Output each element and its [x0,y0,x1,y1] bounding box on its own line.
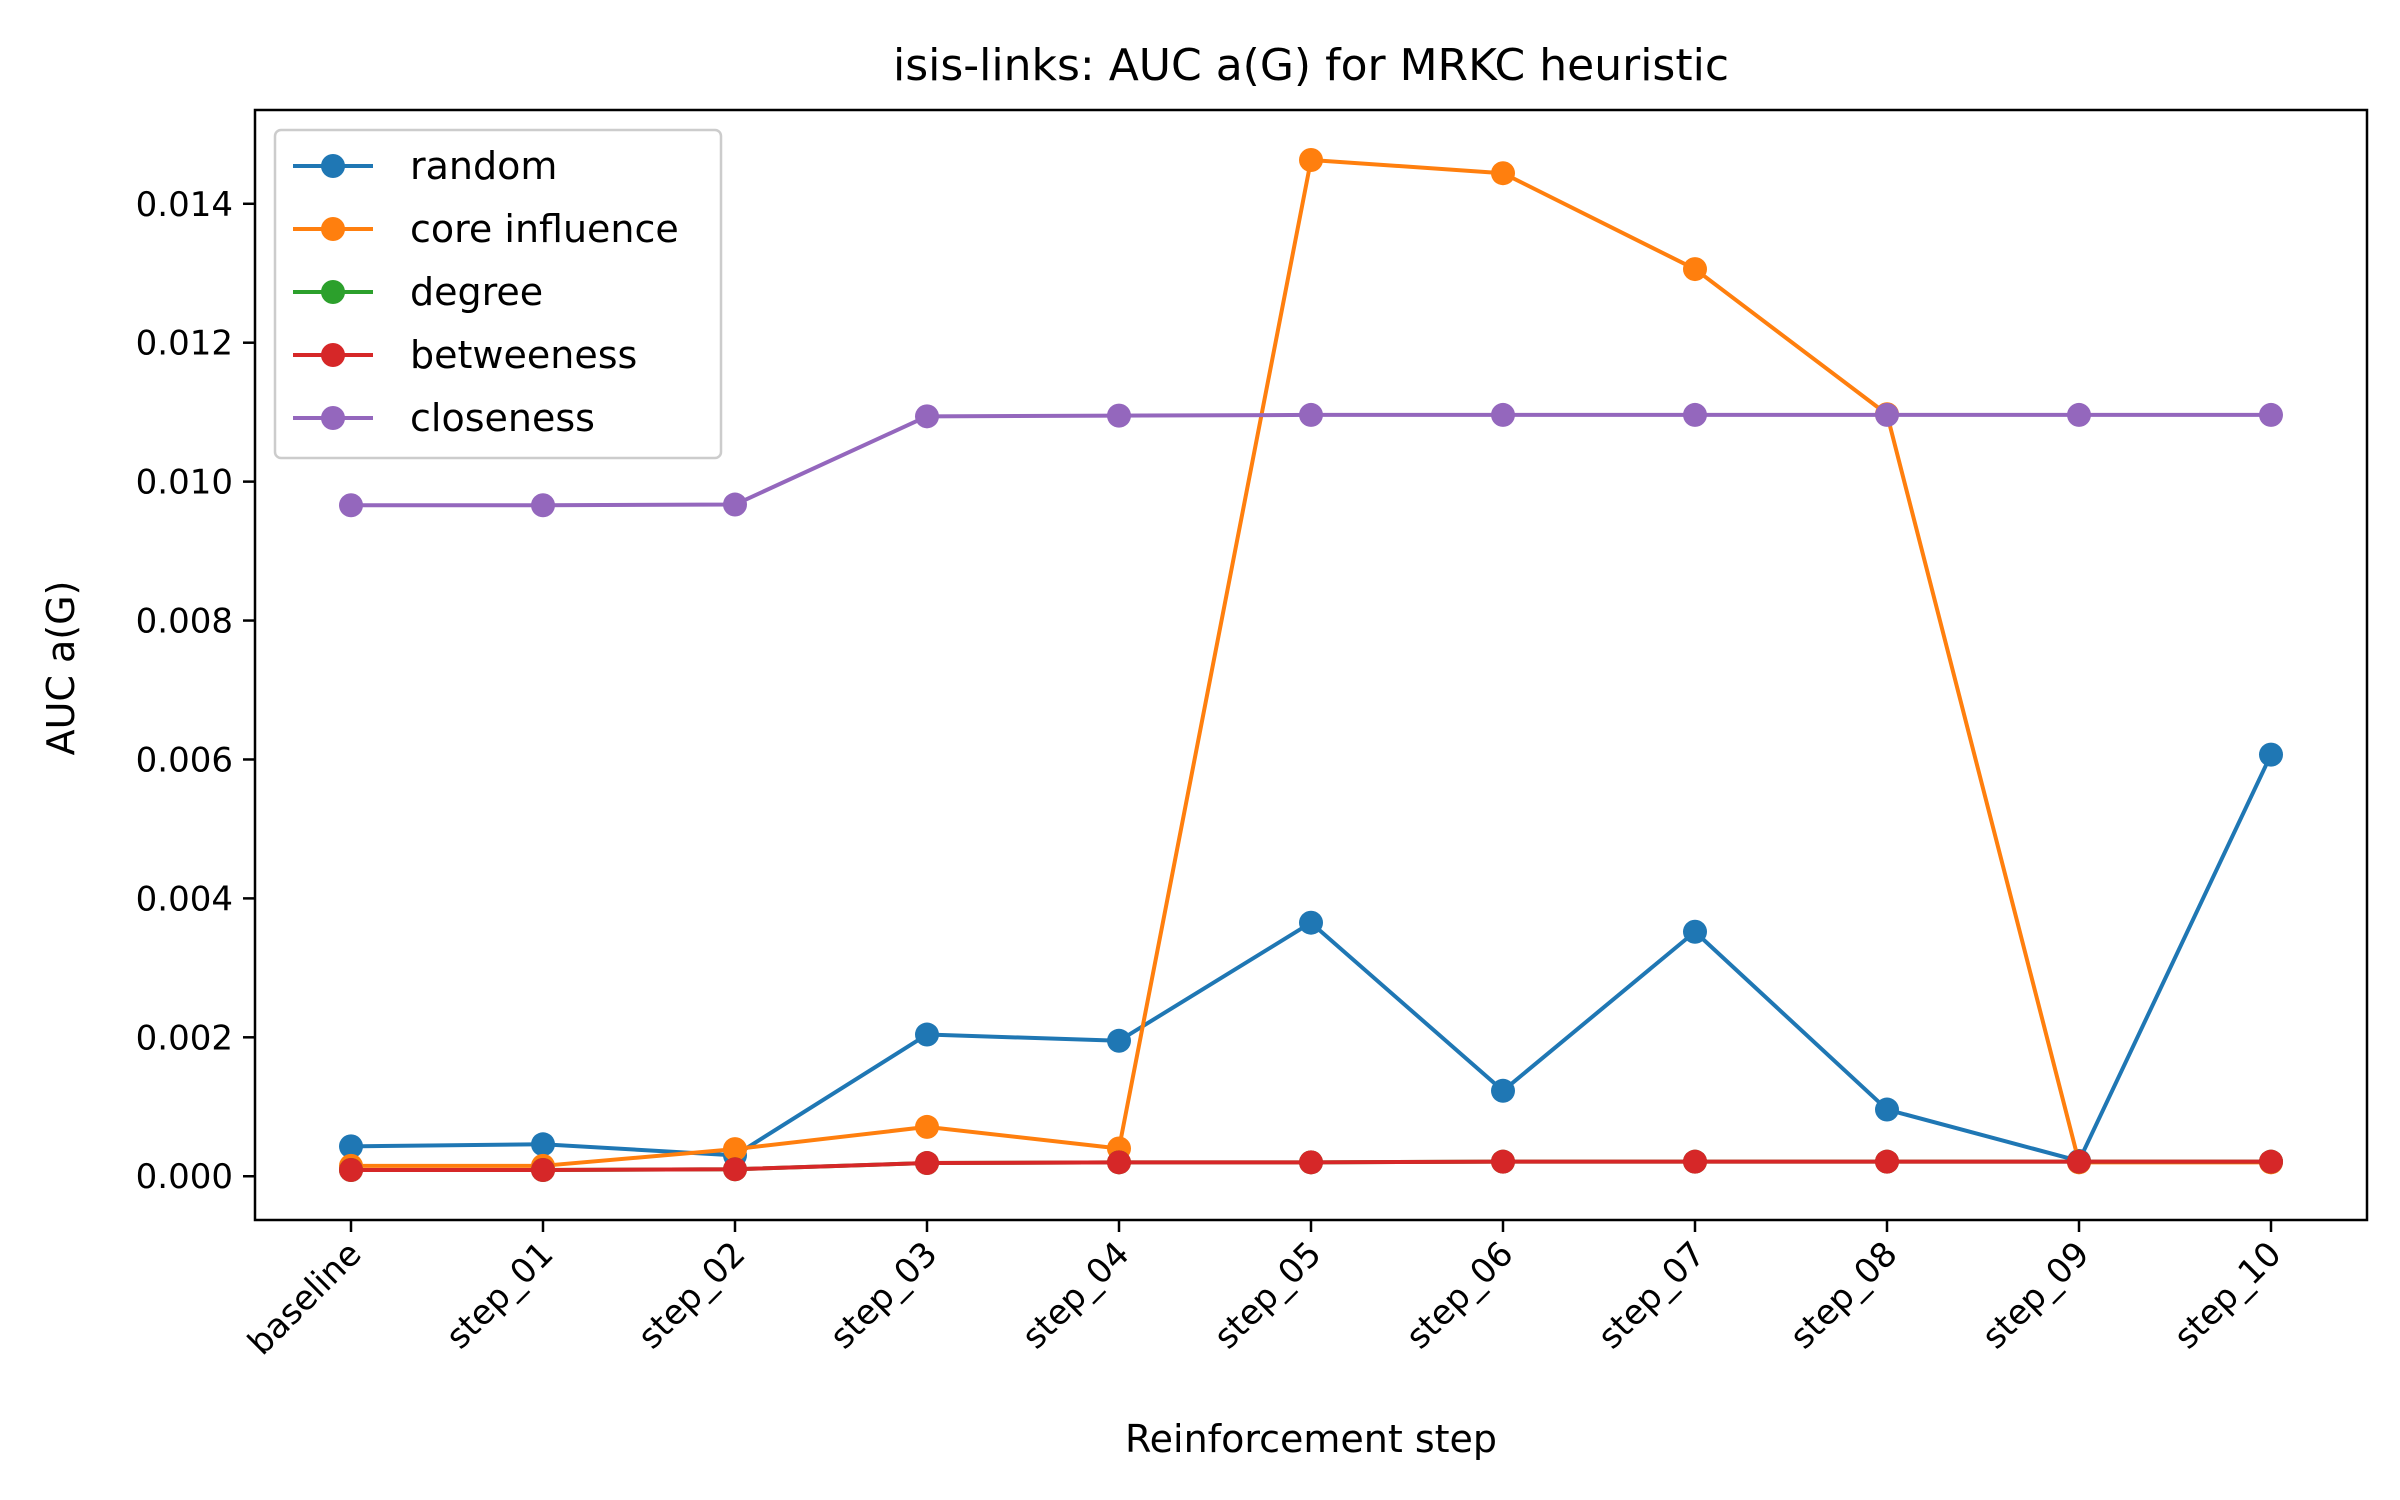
data-point-core-influence [723,1137,747,1162]
data-point-betweeness [531,1157,555,1182]
data-point-closeness [2259,402,2283,427]
data-point-random [1875,1097,1899,1122]
data-point-random [1491,1078,1515,1103]
data-point-closeness [1299,402,1323,427]
data-point-betweeness [339,1157,363,1182]
data-point-closeness [1875,402,1899,427]
y-tick-label: 0.004 [136,879,233,919]
legend-box [273,128,723,460]
data-point-betweeness [915,1151,939,1176]
data-point-closeness [1683,402,1707,427]
y-tick-label: 0.014 [136,185,233,225]
legend-item-closeness: closeness [293,396,595,440]
data-point-betweeness [1875,1149,1899,1174]
x-tick-label: step_09 [1974,1234,2097,1357]
data-point-betweeness [2259,1149,2283,1174]
series-betweeness [339,1149,2283,1182]
legend: random core influence degree betweeness clos… [273,128,723,460]
y-tick-label: 0.010 [136,463,233,503]
data-point-random [915,1022,939,1047]
x-tick-label: step_07 [1590,1234,1713,1357]
data-point-core-influence [1299,148,1323,173]
data-point-random [1683,919,1707,944]
data-point-closeness [339,493,363,518]
x-tick-label: step_02 [630,1234,753,1357]
legend-marker-betweeness [321,343,345,367]
legend-item-betweeness: betweeness [293,333,637,377]
y-tick-label: 0.012 [136,324,233,364]
x-tick-label: step_08 [1782,1234,1905,1357]
data-point-random [339,1134,363,1159]
x-tick-label: baseline [240,1234,369,1363]
legend-label-degree: degree [410,270,543,314]
y-axis-label: AUC a(G) [39,581,83,756]
data-point-closeness [531,493,555,518]
data-point-betweeness [1107,1150,1131,1175]
legend-item-random: random [293,144,557,188]
data-point-closeness [1491,402,1515,427]
data-point-core-influence [915,1114,939,1139]
data-point-random [1107,1028,1131,1053]
x-axis-label: Reinforcement step [1125,1417,1497,1461]
x-tick-label: step_06 [1398,1234,1521,1357]
data-point-betweeness [1683,1149,1707,1174]
legend-marker-closeness [321,406,345,430]
y-tick-label: 0.008 [136,602,233,642]
data-point-closeness [915,404,939,429]
data-point-core-influence [1491,161,1515,186]
data-point-random [2259,742,2283,767]
data-point-closeness [2067,402,2091,427]
data-point-core-influence [1683,257,1707,282]
y-tick-label: 0.006 [136,740,233,780]
data-point-betweeness [1491,1149,1515,1174]
data-point-betweeness [723,1157,747,1182]
x-tick-label: step_01 [438,1234,561,1357]
chart-title: isis-links: AUC a(G) for MRKC heuristic [893,40,1729,91]
legend-label-random: random [410,144,557,188]
x-tick-label: step_05 [1206,1234,1329,1357]
legend-marker-random [321,154,345,178]
data-point-closeness [1107,403,1131,428]
x-tick-label: step_03 [822,1234,945,1357]
legend-item-degree: degree [293,270,543,314]
data-point-closeness [723,492,747,517]
legend-label-betweeness: betweeness [410,333,637,377]
y-tick-label: 0.000 [136,1157,233,1197]
x-tick-label: step_10 [2166,1234,2289,1357]
legend-marker-core-influence [321,217,345,241]
series-line-random [350,753,2273,1163]
x-tick-label: step_04 [1014,1234,1137,1357]
series-closeness [339,402,2283,518]
data-point-random [531,1132,555,1157]
data-point-betweeness [2067,1149,2091,1174]
legend-label-core-influence: core influence [410,207,679,251]
legend-marker-degree [321,280,345,304]
data-point-random [1299,910,1323,935]
y-tick-label: 0.002 [136,1018,233,1058]
series-random [339,742,2283,1173]
legend-item-core-influence: core influence [293,207,679,251]
data-point-betweeness [1299,1150,1323,1175]
legend-label-closeness: closeness [410,396,595,440]
